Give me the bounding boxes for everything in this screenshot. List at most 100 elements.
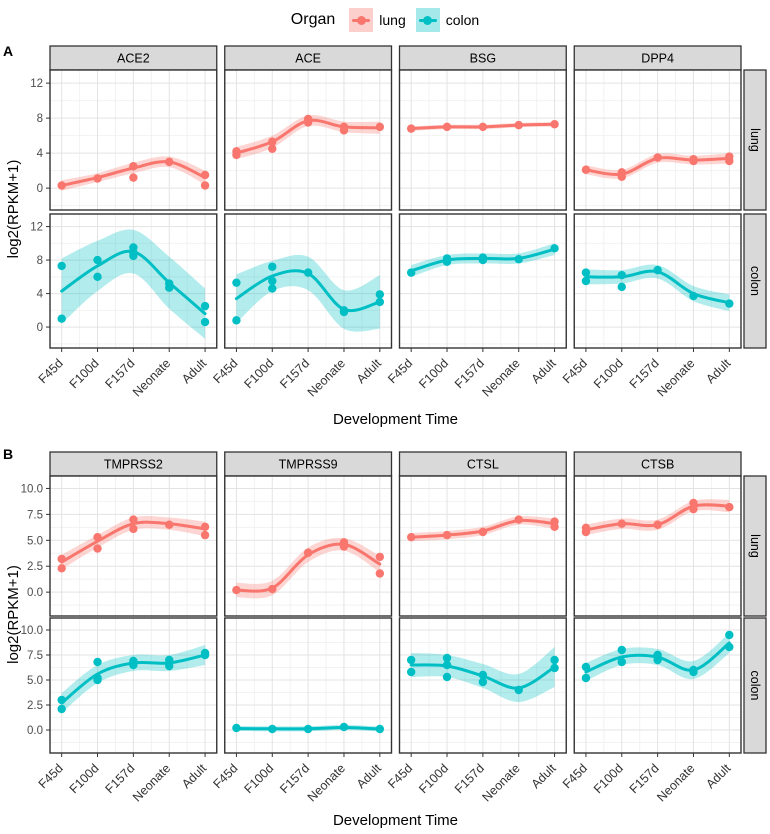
data-point bbox=[581, 673, 591, 683]
facet-tmprss2-lung bbox=[49, 475, 218, 617]
svg-text:F100d: F100d bbox=[416, 356, 451, 391]
facet-strip-lung: lung bbox=[743, 475, 767, 617]
facet-ctsb-lung bbox=[573, 475, 742, 617]
svg-text:Adult: Adult bbox=[529, 761, 559, 791]
svg-text:colon: colon bbox=[748, 671, 762, 701]
svg-text:Adult: Adult bbox=[179, 356, 209, 386]
data-layer bbox=[406, 120, 559, 133]
data-point bbox=[200, 170, 210, 180]
svg-text:F45d: F45d bbox=[210, 356, 240, 386]
svg-text:CTSB: CTSB bbox=[641, 458, 674, 472]
facet-strip-ace2: ACE2 bbox=[49, 45, 218, 71]
svg-text:8: 8 bbox=[37, 113, 43, 125]
facet-strip-bsg: BSG bbox=[398, 45, 567, 71]
data-point bbox=[442, 653, 452, 663]
data-point bbox=[268, 144, 277, 153]
data-point bbox=[478, 527, 488, 537]
data-point bbox=[339, 126, 349, 135]
svg-text:DPP4: DPP4 bbox=[641, 52, 674, 66]
data-point bbox=[653, 265, 662, 275]
data-point bbox=[200, 522, 210, 532]
svg-text:7.5: 7.5 bbox=[27, 509, 43, 521]
svg-text:4: 4 bbox=[37, 289, 44, 301]
data-layer bbox=[232, 537, 385, 599]
data-point bbox=[478, 122, 488, 132]
svg-text:F100d: F100d bbox=[591, 761, 626, 796]
svg-text:F157d: F157d bbox=[627, 356, 662, 391]
data-point bbox=[653, 520, 662, 529]
svg-text:lung: lung bbox=[748, 534, 762, 558]
data-point bbox=[442, 672, 452, 682]
x-axis-title: Development Time bbox=[333, 812, 458, 829]
data-point bbox=[303, 268, 313, 277]
svg-text:Neonate: Neonate bbox=[130, 761, 173, 804]
data-point bbox=[478, 670, 488, 680]
facet-strip-ctsb: CTSB bbox=[573, 451, 742, 477]
data-point bbox=[406, 268, 416, 277]
data-point bbox=[93, 174, 102, 183]
data-layer bbox=[581, 630, 734, 683]
confidence-ribbon bbox=[61, 515, 206, 570]
gridlines bbox=[399, 70, 567, 210]
svg-text:F100d: F100d bbox=[67, 356, 102, 391]
svg-text:F100d: F100d bbox=[67, 761, 102, 796]
svg-text:Adult: Adult bbox=[703, 761, 733, 791]
data-point bbox=[200, 301, 210, 311]
gridlines bbox=[224, 618, 392, 753]
data-point bbox=[165, 655, 174, 665]
svg-text:Adult: Adult bbox=[703, 356, 733, 386]
svg-text:0: 0 bbox=[37, 322, 43, 334]
data-point bbox=[93, 272, 102, 282]
data-layer bbox=[406, 647, 559, 703]
svg-text:7.5: 7.5 bbox=[27, 650, 43, 662]
data-point bbox=[581, 165, 591, 174]
data-point bbox=[514, 120, 523, 130]
svg-text:F45d: F45d bbox=[210, 761, 240, 791]
data-point bbox=[200, 181, 210, 190]
svg-text:F45d: F45d bbox=[385, 761, 415, 791]
panel-b: B TMPRSS2 TMPRSS9 CTSL CTSB lung 0.0 2.5 5.0 7.5… bbox=[0, 437, 770, 834]
data-point bbox=[268, 284, 277, 293]
data-point bbox=[442, 122, 452, 132]
data-point bbox=[617, 519, 626, 528]
data-layer bbox=[406, 243, 559, 277]
data-point bbox=[406, 655, 416, 665]
data-point bbox=[550, 655, 559, 665]
confidence-ribbon bbox=[236, 537, 380, 599]
svg-text:Neonate: Neonate bbox=[654, 356, 697, 399]
data-layer bbox=[232, 114, 385, 160]
panel-border bbox=[398, 475, 567, 617]
data-point bbox=[581, 276, 591, 286]
data-point bbox=[617, 172, 626, 181]
data-point bbox=[93, 544, 102, 553]
data-point bbox=[268, 137, 277, 146]
facet-strip-ctsl: CTSL bbox=[398, 451, 567, 477]
data-point bbox=[165, 283, 174, 292]
data-point bbox=[442, 660, 452, 670]
legend-item-lung[interactable]: lung bbox=[349, 8, 406, 32]
svg-text:F45d: F45d bbox=[385, 356, 415, 386]
y-axis-title: log2(RPKM+1) bbox=[5, 565, 22, 664]
data-point bbox=[232, 150, 241, 160]
data-point bbox=[442, 257, 452, 266]
svg-text:TMPRSS9: TMPRSS9 bbox=[279, 458, 338, 472]
legend-item-colon[interactable]: colon bbox=[415, 8, 479, 32]
facet-ctsl-lung bbox=[398, 475, 567, 617]
facet-ctsl-colon bbox=[398, 617, 567, 754]
svg-text:8: 8 bbox=[37, 255, 43, 267]
data-point bbox=[406, 532, 416, 542]
data-point bbox=[581, 268, 591, 277]
data-point bbox=[725, 642, 734, 652]
data-point bbox=[165, 520, 174, 529]
data-point bbox=[581, 662, 591, 672]
data-point bbox=[57, 181, 66, 190]
svg-text:BSG: BSG bbox=[470, 52, 496, 66]
data-point bbox=[268, 584, 277, 594]
data-layer bbox=[57, 645, 210, 714]
data-layer bbox=[57, 229, 210, 339]
legend-title: Organ bbox=[290, 11, 336, 28]
svg-text:CTSL: CTSL bbox=[467, 458, 499, 472]
